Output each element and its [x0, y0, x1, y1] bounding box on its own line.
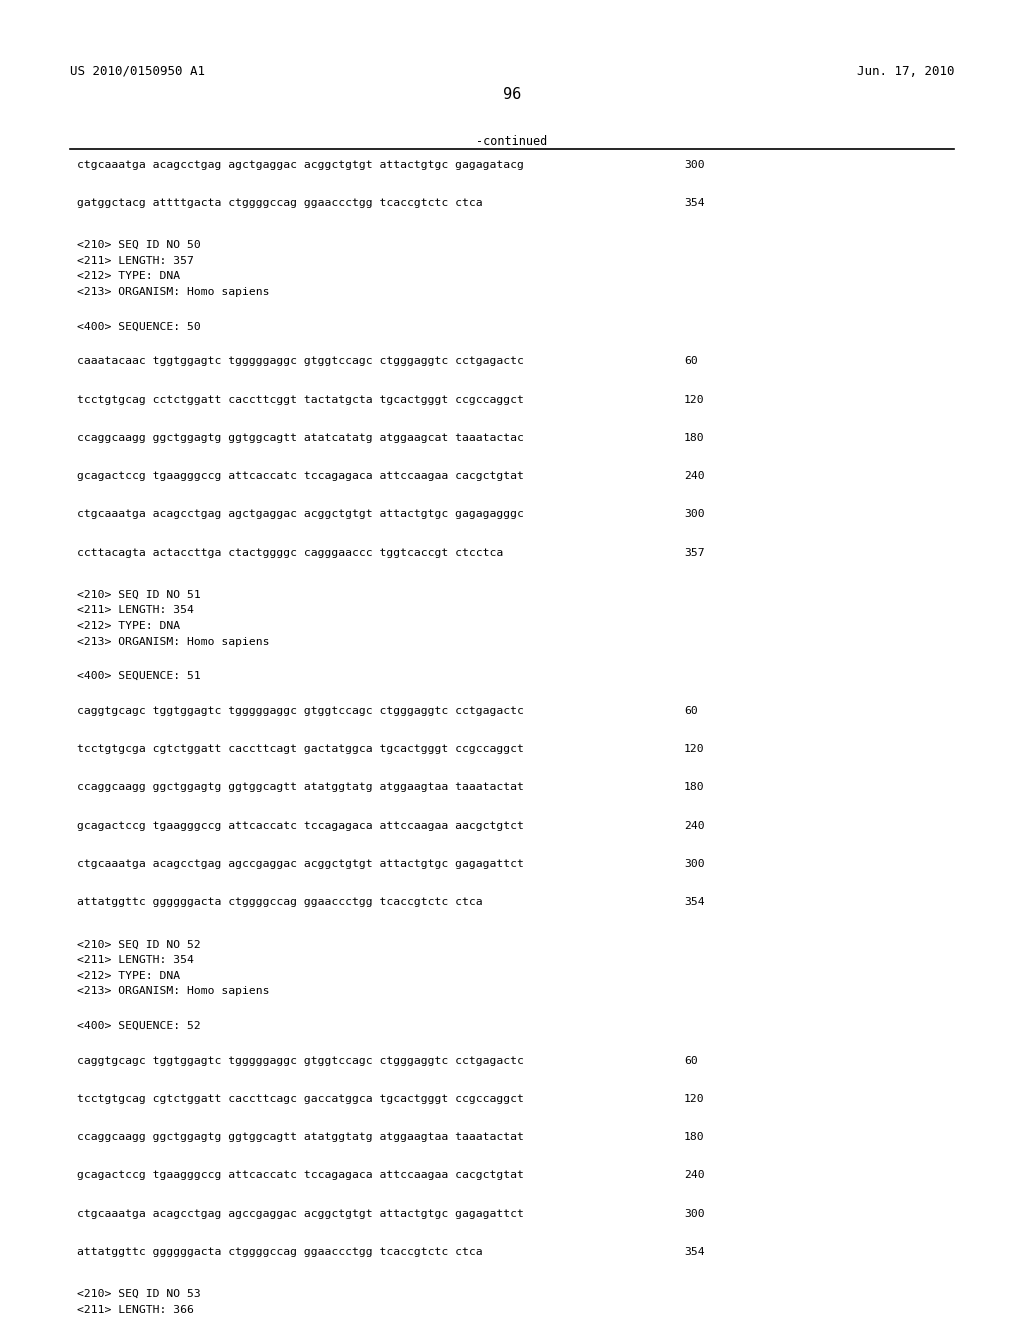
- Text: 354: 354: [684, 1247, 705, 1257]
- Text: -continued: -continued: [476, 135, 548, 148]
- Text: tcctgtgcga cgtctggatt caccttcagt gactatggca tgcactgggt ccgccaggct: tcctgtgcga cgtctggatt caccttcagt gactatg…: [77, 744, 523, 754]
- Text: 180: 180: [684, 783, 705, 792]
- Text: gcagactccg tgaagggccg attcaccatc tccagagaca attccaagaa cacgctgtat: gcagactccg tgaagggccg attcaccatc tccagag…: [77, 471, 523, 480]
- Text: <212> TYPE: DNA: <212> TYPE: DNA: [77, 620, 180, 631]
- Text: <210> SEQ ID NO 51: <210> SEQ ID NO 51: [77, 590, 201, 599]
- Text: 96: 96: [503, 87, 521, 102]
- Text: US 2010/0150950 A1: US 2010/0150950 A1: [70, 65, 205, 78]
- Text: <400> SEQUENCE: 51: <400> SEQUENCE: 51: [77, 671, 201, 681]
- Text: gatggctacg attttgacta ctggggccag ggaaccctgg tcaccgtctc ctca: gatggctacg attttgacta ctggggccag ggaaccc…: [77, 198, 482, 209]
- Text: 240: 240: [684, 821, 705, 830]
- Text: 60: 60: [684, 356, 697, 366]
- Text: <211> LENGTH: 354: <211> LENGTH: 354: [77, 606, 194, 615]
- Text: <213> ORGANISM: Homo sapiens: <213> ORGANISM: Homo sapiens: [77, 286, 269, 297]
- Text: 300: 300: [684, 510, 705, 519]
- Text: attatggttc ggggggacta ctggggccag ggaaccctgg tcaccgtctc ctca: attatggttc ggggggacta ctggggccag ggaaccc…: [77, 1247, 482, 1257]
- Text: <210> SEQ ID NO 50: <210> SEQ ID NO 50: [77, 240, 201, 249]
- Text: 240: 240: [684, 471, 705, 480]
- Text: 180: 180: [684, 1133, 705, 1142]
- Text: caggtgcagc tggtggagtc tgggggaggc gtggtccagc ctgggaggtc cctgagactc: caggtgcagc tggtggagtc tgggggaggc gtggtcc…: [77, 706, 523, 715]
- Text: caggtgcagc tggtggagtc tgggggaggc gtggtccagc ctgggaggtc cctgagactc: caggtgcagc tggtggagtc tgggggaggc gtggtcc…: [77, 1056, 523, 1065]
- Text: 120: 120: [684, 1094, 705, 1104]
- Text: <213> ORGANISM: Homo sapiens: <213> ORGANISM: Homo sapiens: [77, 986, 269, 997]
- Text: ccaggcaagg ggctggagtg ggtggcagtt atatcatatg atggaagcat taaatactac: ccaggcaagg ggctggagtg ggtggcagtt atatcat…: [77, 433, 523, 442]
- Text: 300: 300: [684, 160, 705, 170]
- Text: 60: 60: [684, 1056, 697, 1065]
- Text: <213> ORGANISM: Homo sapiens: <213> ORGANISM: Homo sapiens: [77, 636, 269, 647]
- Text: 60: 60: [684, 706, 697, 715]
- Text: ccaggcaagg ggctggagtg ggtggcagtt atatggtatg atggaagtaa taaatactat: ccaggcaagg ggctggagtg ggtggcagtt atatggt…: [77, 1133, 523, 1142]
- Text: <212> TYPE: DNA: <212> TYPE: DNA: [77, 970, 180, 981]
- Text: ccaggcaagg ggctggagtg ggtggcagtt atatggtatg atggaagtaa taaatactat: ccaggcaagg ggctggagtg ggtggcagtt atatggt…: [77, 783, 523, 792]
- Text: <211> LENGTH: 354: <211> LENGTH: 354: [77, 954, 194, 965]
- Text: <212> TYPE: DNA: <212> TYPE: DNA: [77, 272, 180, 281]
- Text: gcagactccg tgaagggccg attcaccatc tccagagaca attccaagaa cacgctgtat: gcagactccg tgaagggccg attcaccatc tccagag…: [77, 1171, 523, 1180]
- Text: ctgcaaatga acagcctgag agccgaggac acggctgtgt attactgtgc gagagattct: ctgcaaatga acagcctgag agccgaggac acggctg…: [77, 859, 523, 869]
- Text: tcctgtgcag cgtctggatt caccttcagc gaccatggca tgcactgggt ccgccaggct: tcctgtgcag cgtctggatt caccttcagc gaccatg…: [77, 1094, 523, 1104]
- Text: ccttacagta actaccttga ctactggggc cagggaaccc tggtcaccgt ctcctca: ccttacagta actaccttga ctactggggc cagggaa…: [77, 548, 503, 557]
- Text: tcctgtgcag cctctggatt caccttcggt tactatgcta tgcactgggt ccgccaggct: tcctgtgcag cctctggatt caccttcggt tactatg…: [77, 395, 523, 404]
- Text: 354: 354: [684, 198, 705, 209]
- Text: <211> LENGTH: 366: <211> LENGTH: 366: [77, 1304, 194, 1315]
- Text: 300: 300: [684, 859, 705, 869]
- Text: 357: 357: [684, 548, 705, 557]
- Text: <210> SEQ ID NO 52: <210> SEQ ID NO 52: [77, 940, 201, 949]
- Text: <400> SEQUENCE: 50: <400> SEQUENCE: 50: [77, 322, 201, 331]
- Text: 240: 240: [684, 1171, 705, 1180]
- Text: <211> LENGTH: 357: <211> LENGTH: 357: [77, 256, 194, 265]
- Text: attatggttc ggggggacta ctggggccag ggaaccctgg tcaccgtctc ctca: attatggttc ggggggacta ctggggccag ggaaccc…: [77, 898, 482, 907]
- Text: 180: 180: [684, 433, 705, 442]
- Text: ctgcaaatga acagcctgag agctgaggac acggctgtgt attactgtgc gagagatacg: ctgcaaatga acagcctgag agctgaggac acggctg…: [77, 160, 523, 170]
- Text: Jun. 17, 2010: Jun. 17, 2010: [857, 65, 954, 78]
- Text: gcagactccg tgaagggccg attcaccatc tccagagaca attccaagaa aacgctgtct: gcagactccg tgaagggccg attcaccatc tccagag…: [77, 821, 523, 830]
- Text: <400> SEQUENCE: 52: <400> SEQUENCE: 52: [77, 1020, 201, 1031]
- Text: ctgcaaatga acagcctgag agccgaggac acggctgtgt attactgtgc gagagattct: ctgcaaatga acagcctgag agccgaggac acggctg…: [77, 1209, 523, 1218]
- Text: caaatacaac tggtggagtc tgggggaggc gtggtccagc ctgggaggtc cctgagactc: caaatacaac tggtggagtc tgggggaggc gtggtcc…: [77, 356, 523, 366]
- Text: ctgcaaatga acagcctgag agctgaggac acggctgtgt attactgtgc gagagagggc: ctgcaaatga acagcctgag agctgaggac acggctg…: [77, 510, 523, 519]
- Text: 300: 300: [684, 1209, 705, 1218]
- Text: <210> SEQ ID NO 53: <210> SEQ ID NO 53: [77, 1290, 201, 1299]
- Text: 120: 120: [684, 395, 705, 404]
- Text: 354: 354: [684, 898, 705, 907]
- Text: 120: 120: [684, 744, 705, 754]
